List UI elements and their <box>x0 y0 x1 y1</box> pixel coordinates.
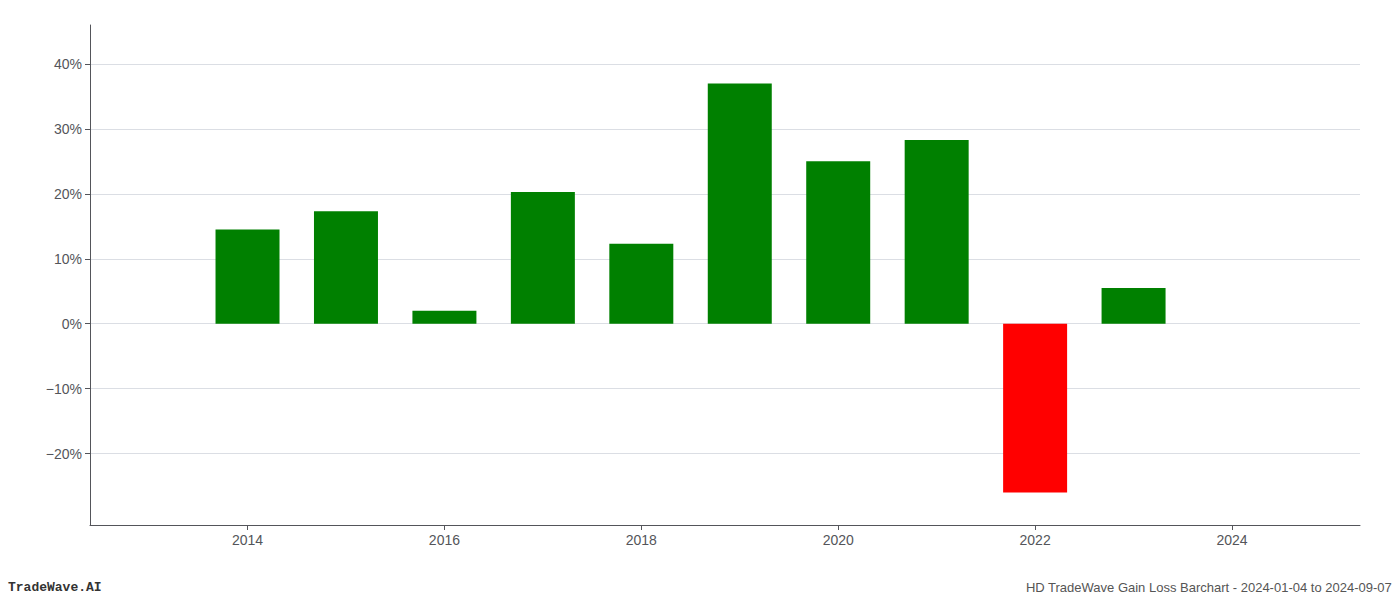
svg-text:0%: 0% <box>62 316 82 332</box>
svg-text:40%: 40% <box>54 56 82 72</box>
svg-text:20%: 20% <box>54 186 82 202</box>
svg-text:−20%: −20% <box>46 446 82 462</box>
svg-text:−10%: −10% <box>46 381 82 397</box>
svg-text:30%: 30% <box>54 121 82 137</box>
svg-text:TradeWave.AI: TradeWave.AI <box>8 580 102 595</box>
svg-text:2018: 2018 <box>626 532 657 548</box>
svg-text:2022: 2022 <box>1020 532 1051 548</box>
svg-text:2014: 2014 <box>232 532 263 548</box>
svg-text:2016: 2016 <box>429 532 460 548</box>
svg-text:10%: 10% <box>54 251 82 267</box>
svg-text:2020: 2020 <box>823 532 854 548</box>
svg-text:HD TradeWave Gain Loss Barchar: HD TradeWave Gain Loss Barchart - 2024-0… <box>1026 580 1392 595</box>
svg-text:2024: 2024 <box>1216 532 1247 548</box>
